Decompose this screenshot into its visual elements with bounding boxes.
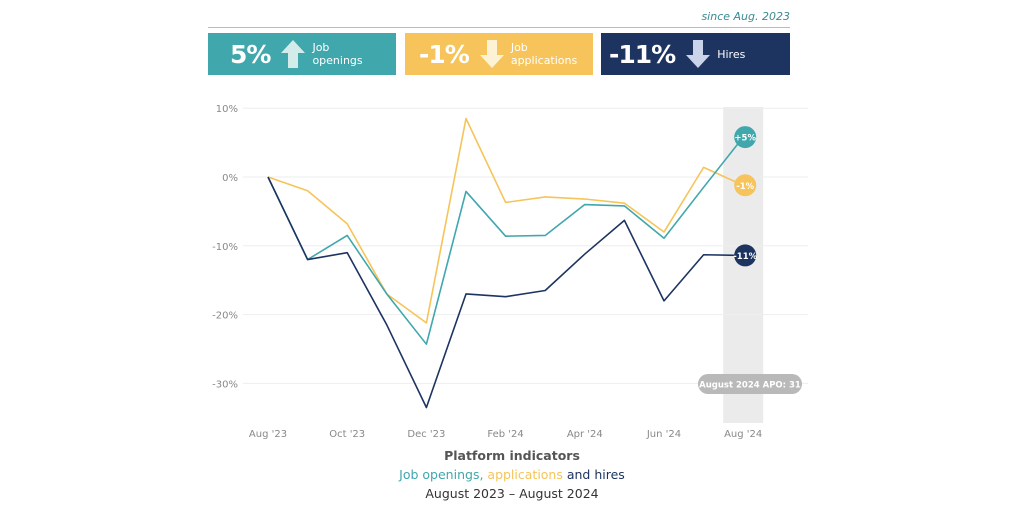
kpi-value: -11% bbox=[609, 39, 676, 69]
highlight-note: August 2024 APO: 31 bbox=[699, 381, 801, 391]
kpi-label-line2: openings bbox=[312, 54, 363, 67]
subtitle-hires: and hires bbox=[562, 467, 625, 482]
series-line bbox=[267, 136, 744, 345]
kpi-label: Job applications bbox=[511, 41, 577, 67]
y-tick-label: 10% bbox=[216, 104, 238, 115]
highlight-note-pill bbox=[698, 374, 802, 394]
arrow-down-icon bbox=[686, 40, 711, 68]
chart-date-range: August 2023 – August 2024 bbox=[425, 486, 599, 501]
y-tick-label: -30% bbox=[212, 379, 238, 390]
kpi-card-hires: -11% Hires bbox=[601, 33, 790, 75]
y-tick-label: -20% bbox=[212, 311, 238, 322]
kpi-value: 5% bbox=[230, 39, 271, 69]
kpi-label-line2: applications bbox=[510, 54, 578, 67]
x-tick-label: Feb '24 bbox=[487, 429, 523, 440]
x-tick-label: Dec '23 bbox=[407, 429, 445, 440]
end-marker bbox=[734, 126, 757, 149]
chart-title: Platform indicators bbox=[444, 448, 580, 463]
arrow-up-icon bbox=[281, 40, 306, 68]
kpi-label: Hires bbox=[717, 48, 745, 61]
end-label: -11% bbox=[733, 252, 757, 262]
line-chart: 10% 0% -10% -20% -30% Aug '23 Oct '23 Dec '23 Fe… bbox=[212, 104, 808, 440]
kpi-card-job-openings: 5% Job openings bbox=[208, 33, 396, 75]
header-rule bbox=[208, 27, 790, 28]
x-tick-label: Oct '23 bbox=[329, 429, 365, 440]
end-marker bbox=[734, 244, 757, 267]
x-tick-label: Apr '24 bbox=[567, 429, 603, 440]
subtitle-openings: Job openings, bbox=[399, 467, 488, 482]
kpi-label-line1: Job bbox=[510, 41, 528, 54]
since-note: since Aug. 2023 bbox=[701, 10, 790, 23]
arrow-down-icon bbox=[479, 40, 504, 68]
kpi-label: Job openings bbox=[312, 41, 362, 67]
end-marker bbox=[734, 174, 757, 197]
y-tick-label: -10% bbox=[212, 242, 238, 253]
end-label: -1% bbox=[736, 182, 754, 192]
subtitle-applications: applications bbox=[487, 467, 563, 482]
series-line bbox=[267, 176, 744, 409]
x-tick-label: Aug '23 bbox=[249, 429, 287, 440]
kpi-value: -1% bbox=[419, 39, 470, 69]
chart-subtitle: Job openings, applications and hires bbox=[0, 467, 1024, 482]
x-tick-label: Jun '24 bbox=[646, 429, 681, 440]
end-label: +5% bbox=[734, 134, 756, 144]
kpi-label-line1: Job bbox=[312, 41, 330, 54]
series-line bbox=[267, 117, 744, 324]
x-tick-label: Aug '24 bbox=[724, 429, 762, 440]
kpi-card-job-applications: -1% Job applications bbox=[405, 33, 593, 75]
y-tick-label: 0% bbox=[222, 173, 238, 184]
kpi-label-line1: Hires bbox=[717, 47, 746, 61]
